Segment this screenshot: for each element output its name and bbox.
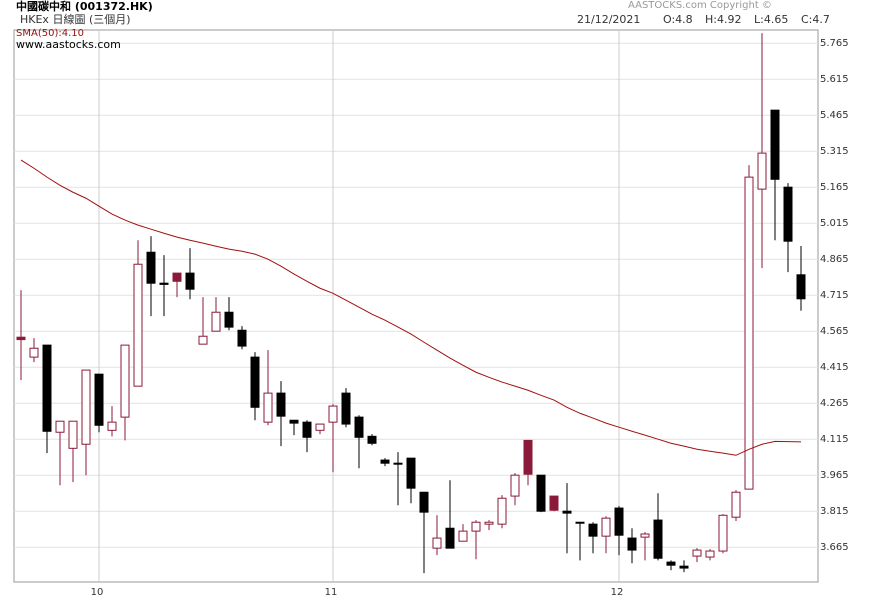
quote-close: C:4.7: [801, 13, 830, 26]
candle-body: [627, 537, 637, 551]
candle-body: [757, 152, 767, 190]
y-tick-label: 3.965: [820, 470, 849, 481]
candle-body: [185, 272, 195, 290]
candle-body: [42, 344, 52, 432]
candle-body: [328, 405, 338, 423]
y-tick-label: 3.815: [820, 506, 849, 517]
y-tick-label: 5.165: [820, 182, 849, 193]
candle-body: [445, 527, 455, 549]
candle-body: [224, 311, 234, 328]
candle-body: [81, 369, 91, 445]
candle-body: [419, 491, 429, 513]
y-tick-label: 5.765: [820, 38, 849, 49]
candle-body: [458, 530, 468, 542]
candle-body: [692, 549, 702, 557]
candle-body: [276, 392, 286, 417]
candle-body: [653, 519, 663, 559]
candle-body: [666, 561, 676, 566]
candle-body: [432, 537, 442, 549]
candle-body: [601, 517, 611, 537]
candle-body: [497, 497, 507, 525]
candle-body: [302, 421, 312, 438]
candle-body: [198, 335, 208, 345]
candle-body: [146, 251, 156, 284]
y-tick-label: 4.415: [820, 362, 849, 373]
quote-open: O:4.8: [663, 13, 693, 26]
sma-label: SMA(50):4.10: [16, 28, 84, 39]
candle-body: [393, 462, 403, 465]
candle-body: [367, 435, 377, 444]
candle-body: [705, 550, 715, 558]
y-tick-label: 5.315: [820, 146, 849, 157]
candle-body: [575, 521, 585, 524]
candle-body: [614, 507, 624, 536]
candle-body: [783, 186, 793, 242]
quote-date: 21/12/2021: [577, 13, 640, 26]
candle-body: [536, 474, 546, 512]
quote-high: H:4.92: [705, 13, 741, 26]
x-tick-label: 10: [91, 587, 104, 598]
copyright: AASTOCKS.com Copyright ©: [628, 0, 772, 11]
candle-body: [510, 474, 520, 497]
candle-body: [172, 272, 182, 282]
candle-body: [120, 344, 130, 418]
candle-body: [315, 423, 325, 431]
y-tick-label: 5.465: [820, 110, 849, 121]
candle-body: [731, 491, 741, 518]
candle-body: [354, 416, 364, 438]
chart-title: 中國碳中和 (001372.HK): [16, 0, 153, 13]
candle-body: [289, 419, 299, 424]
candle-body: [211, 311, 221, 332]
candle-body: [237, 329, 247, 347]
candle-body: [159, 282, 169, 285]
candle-body: [718, 514, 728, 552]
candle-body: [107, 421, 117, 431]
candle-body: [471, 521, 481, 532]
y-tick-label: 5.615: [820, 74, 849, 85]
candle-body: [744, 176, 754, 490]
candle-body: [796, 274, 806, 300]
candle-body: [263, 392, 273, 423]
candle-body: [341, 392, 351, 425]
y-tick-label: 4.265: [820, 398, 849, 409]
candle-body: [55, 420, 65, 433]
candle-body: [133, 263, 143, 387]
candle-body: [640, 533, 650, 538]
candle-body: [68, 420, 78, 449]
candle-body: [523, 439, 533, 475]
candle-body: [29, 347, 39, 358]
website: www.aastocks.com: [16, 38, 121, 51]
y-tick-label: 4.565: [820, 326, 849, 337]
candle-body: [250, 356, 260, 408]
sma-line: [20, 159, 802, 456]
y-tick-label: 4.865: [820, 254, 849, 265]
plot-frame: [13, 29, 819, 583]
x-tick-label: 12: [611, 587, 624, 598]
quote-low: L:4.65: [754, 13, 788, 26]
candle-body: [406, 457, 416, 489]
y-tick-label: 4.115: [820, 434, 849, 445]
candle-body: [380, 459, 390, 464]
candle-body: [679, 565, 689, 569]
candle-body: [16, 336, 26, 341]
plot: [14, 30, 818, 582]
y-tick-label: 3.665: [820, 542, 849, 553]
chart-subtitle: HKEx 日線圖 (三個月): [20, 12, 131, 26]
candle-body: [484, 521, 494, 525]
candle-body: [588, 523, 598, 537]
candle-body: [770, 109, 780, 180]
y-tick-label: 4.715: [820, 290, 849, 301]
y-tick-label: 5.015: [820, 218, 849, 229]
candle-body: [549, 495, 559, 511]
candle-body: [94, 373, 104, 426]
candle-body: [562, 510, 572, 514]
x-tick-label: 11: [325, 587, 338, 598]
